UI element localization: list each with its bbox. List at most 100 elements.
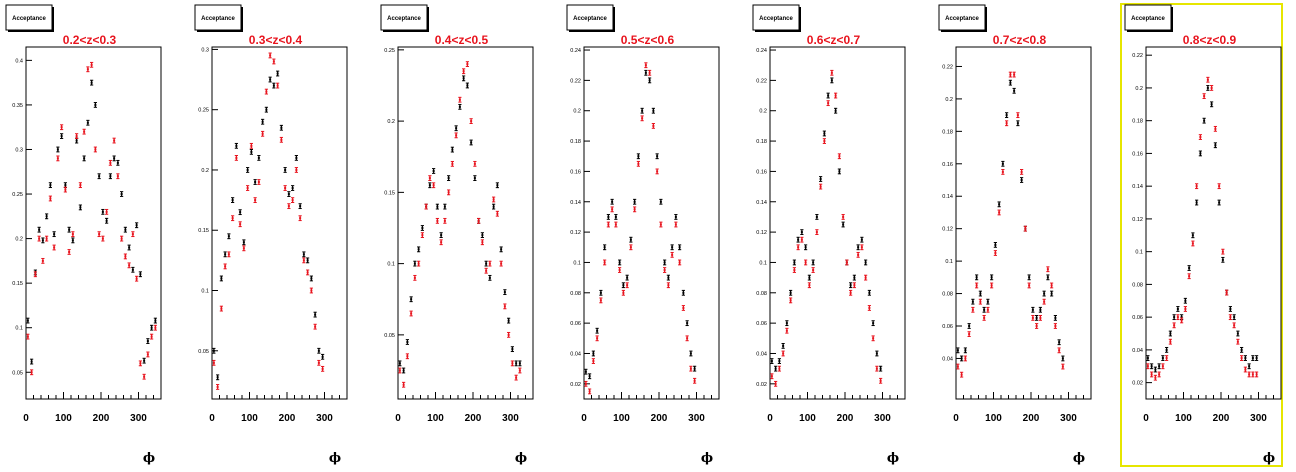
data-point: [33, 271, 37, 278]
marker: [868, 291, 871, 294]
marker: [975, 276, 978, 279]
marker: [1035, 316, 1038, 319]
marker: [1165, 357, 1168, 360]
data-point: [1031, 314, 1035, 321]
data-point: [584, 380, 588, 387]
data-point: [507, 331, 511, 338]
data-point: [473, 160, 477, 167]
data-point: [518, 360, 522, 367]
marker: [1001, 170, 1004, 173]
marker: [599, 299, 602, 302]
y-tick-label: 0.04: [570, 351, 581, 357]
marker: [447, 177, 450, 180]
data-point: [45, 235, 49, 242]
marker: [212, 361, 215, 364]
data-point: [212, 359, 216, 366]
marker: [220, 277, 223, 280]
marker: [1199, 152, 1202, 155]
data-point: [659, 198, 663, 205]
stat-box-label: Acceptance: [759, 16, 793, 22]
marker: [299, 205, 302, 208]
data-point: [428, 182, 432, 189]
data-point: [41, 257, 45, 264]
data-point: [774, 380, 778, 387]
marker: [1001, 162, 1004, 165]
marker: [83, 157, 86, 160]
data-point: [796, 244, 800, 251]
data-point: [845, 259, 849, 266]
x-tick-label: 100: [1175, 413, 1192, 424]
data-point: [231, 215, 235, 222]
data-point: [108, 159, 112, 166]
data-point: [1202, 117, 1206, 124]
data-point: [123, 226, 127, 233]
marker: [34, 273, 37, 276]
data-point: [1046, 274, 1050, 281]
marker: [75, 135, 78, 138]
data-point: [971, 306, 975, 313]
y-tick-label: 0.08: [1132, 282, 1143, 288]
data-point: [1251, 355, 1255, 361]
y-tick-label: 0.16: [756, 169, 767, 175]
data-point: [398, 367, 402, 374]
marker: [38, 228, 41, 231]
data-point: [841, 221, 845, 228]
marker: [451, 162, 454, 165]
marker: [1009, 73, 1012, 76]
y-tick-label: 0.05: [198, 349, 209, 355]
marker: [518, 369, 521, 372]
marker: [30, 371, 33, 374]
data-point: [212, 347, 216, 354]
marker: [834, 94, 837, 97]
data-point: [967, 331, 971, 338]
data-point: [982, 314, 986, 321]
data-point: [867, 289, 871, 296]
data-point: [283, 185, 287, 191]
data-point: [242, 239, 246, 246]
data-point: [321, 365, 325, 372]
data-point: [146, 338, 150, 344]
marker: [116, 175, 119, 178]
x-tick-label: 0: [953, 413, 959, 424]
data-point: [473, 175, 477, 182]
marker: [693, 367, 696, 370]
data-point: [26, 317, 30, 324]
data-point: [993, 241, 997, 248]
chart-panel-4: Acceptance 0.5<z<0.6 0 100 200 300 ϕ 0.02 0.04 0.…: [560, 4, 743, 466]
data-point: [1187, 265, 1191, 271]
data-point: [618, 267, 622, 273]
plot-frame: [211, 46, 348, 400]
data-point: [792, 267, 796, 273]
marker: [503, 291, 506, 294]
marker: [793, 269, 796, 272]
data-point: [1210, 85, 1214, 91]
data-point: [127, 262, 131, 269]
marker: [60, 126, 63, 129]
data-point: [1206, 85, 1210, 91]
data-point: [1035, 323, 1039, 329]
marker: [254, 199, 257, 202]
data-point: [685, 335, 689, 342]
data-point: [807, 282, 811, 289]
marker: [864, 261, 867, 264]
plot-frame: [955, 46, 1092, 400]
marker: [1061, 365, 1064, 368]
marker: [994, 252, 997, 255]
data-point: [432, 182, 436, 189]
data-point: [90, 61, 94, 68]
y-tick-label: 0.18: [1132, 119, 1143, 125]
x-tick-label: 0: [23, 413, 29, 424]
marker: [120, 237, 123, 240]
marker: [1028, 284, 1031, 287]
data-point: [610, 198, 614, 205]
data-point: [67, 249, 71, 255]
data-point: [1001, 169, 1005, 175]
data-point: [514, 360, 518, 367]
data-point: [978, 290, 982, 297]
marker: [857, 253, 860, 256]
series-red: [212, 52, 325, 390]
data-point: [1236, 338, 1240, 345]
data-point: [777, 358, 781, 364]
x-axis-label: ϕ: [1263, 451, 1275, 466]
data-point: [97, 173, 101, 180]
